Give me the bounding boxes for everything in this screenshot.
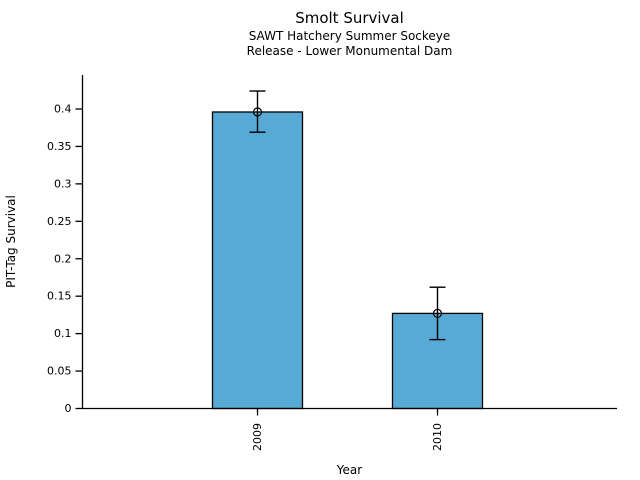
chart-subtitle-line-2: Release - Lower Monumental Dam	[246, 44, 453, 58]
chart-title: Smolt Survival	[295, 9, 404, 27]
point-marker-2009	[252, 107, 263, 117]
y-tick-label: 0.25	[47, 215, 72, 228]
y-tick-label: 0.35	[47, 140, 72, 153]
x-axis-label: Year	[336, 463, 362, 477]
y-tick-label: 0.3	[54, 177, 72, 190]
y-tick-label: 0.15	[47, 290, 72, 303]
bar-2009	[211, 111, 304, 410]
x-tick-label-2009: 2009	[251, 423, 264, 451]
point-marker-2010	[432, 308, 443, 319]
y-tick-label: 0.1	[54, 327, 72, 340]
y-tick-label: 0.05	[47, 365, 72, 378]
x-tick-label-2010: 2010	[431, 423, 444, 451]
y-tick-label: 0.4	[54, 103, 72, 116]
y-tick-label: 0.2	[54, 252, 72, 265]
y-axis-label: PIT-Tag Survival	[4, 195, 18, 288]
chart-subtitle-line-1: SAWT Hatchery Summer Sockeye	[248, 29, 451, 43]
plot-layer: 0 0.05 0.1 0.15 0.2 0.25 0.3 0.35 0.4 2009 2010	[47, 75, 617, 451]
y-tick-label: 0	[65, 402, 72, 415]
